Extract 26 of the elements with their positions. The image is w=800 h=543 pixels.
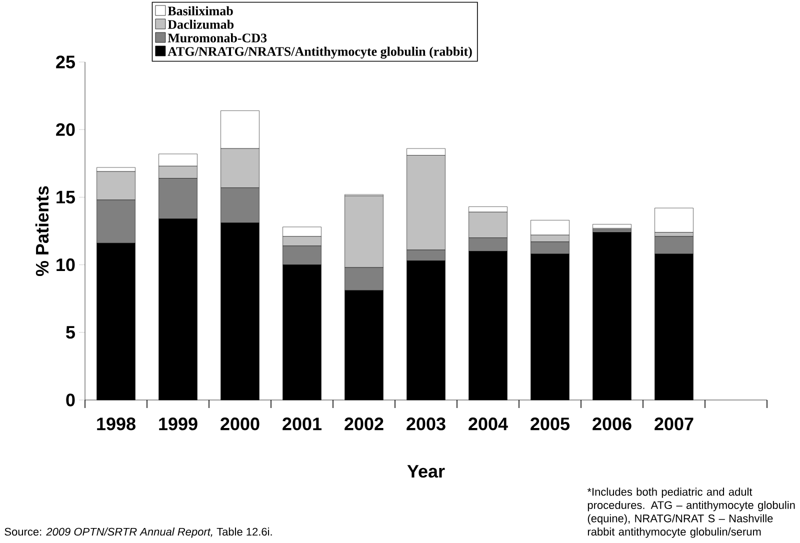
x-tick-label: 2002	[344, 418, 384, 430]
y-axis-title: % Patients	[35, 186, 49, 276]
x-tick-label: 1999	[159, 418, 198, 430]
y-tick-label: 10	[56, 258, 75, 272]
bar	[654, 208, 694, 232]
legend-label: Daclizumab	[168, 20, 234, 29]
y-tick-label: 15	[56, 190, 75, 204]
y-tick-label: 5	[66, 326, 75, 339]
legend-label: Muromonab-CD3	[168, 33, 267, 42]
legend-label: Basiliximab	[168, 6, 233, 16]
x-tick-label: 1998	[97, 418, 136, 430]
x-tick-label: 2003	[406, 418, 446, 430]
x-tick-label: 2001	[282, 418, 322, 430]
text: *Includes both pediatric and adult procedures. ATG – antithymocyte globulin (equine), NRATG/NRAT S – Nashville rabbit antithymocyte globulin/serum	[587, 488, 795, 538]
legend-label: ATG/NRATG/NRATS/Antithymocyte globulin (rabbit)	[168, 46, 472, 59]
x-tick-label: 2000	[220, 418, 260, 430]
x-tick-label: 2006	[592, 418, 632, 430]
y-tick-label: 20	[56, 123, 75, 136]
x-tick-label: 2005	[530, 418, 570, 430]
y-tick-label: 0	[66, 394, 75, 406]
y-tick-label: 25	[56, 56, 75, 68]
x-tick-label: 2004	[468, 418, 508, 430]
bar	[592, 224, 632, 228]
x-tick-label: 2007	[654, 418, 694, 430]
x-axis-title: Year	[407, 465, 445, 478]
source-note: Source: 2009 OPTN/SRTR Annual Report, Table 12.6i.	[4, 528, 272, 538]
